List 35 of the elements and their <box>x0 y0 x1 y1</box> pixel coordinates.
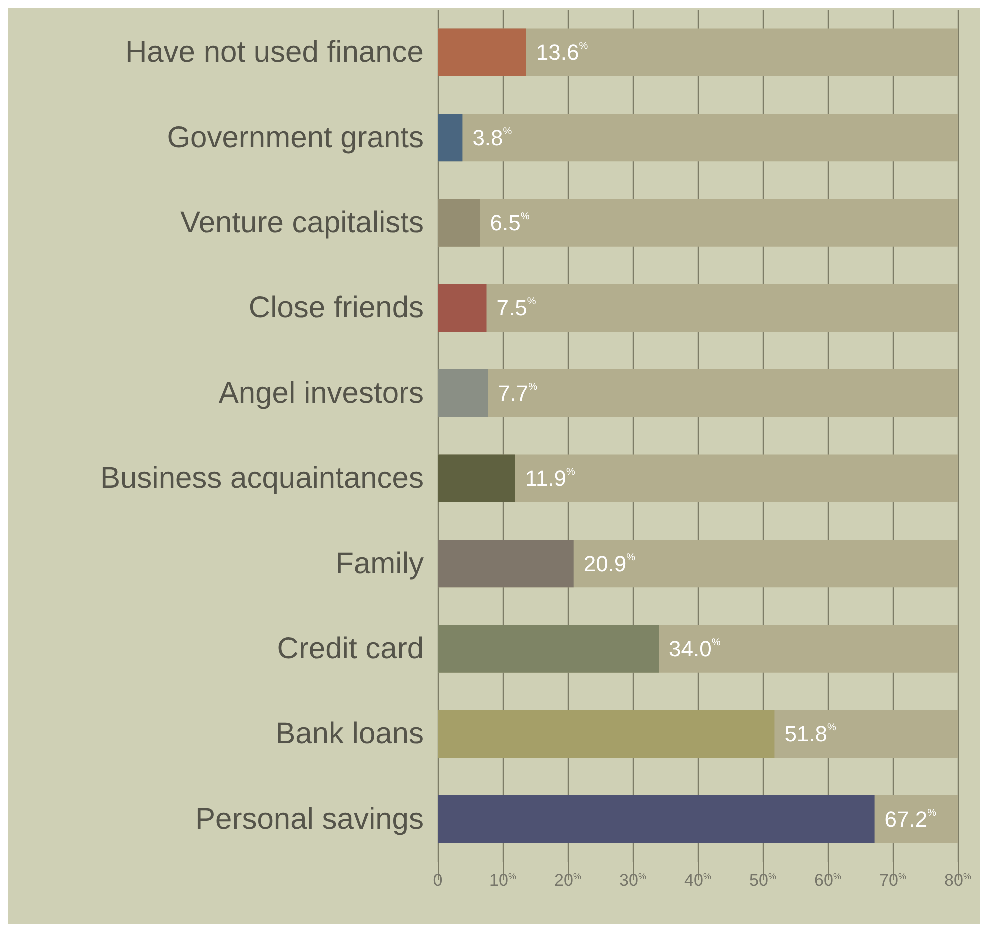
data-label: 51.8% <box>784 722 837 747</box>
y-tick-label: Venture capitalists <box>180 206 424 240</box>
bar <box>438 284 487 332</box>
bar <box>438 370 488 418</box>
y-tick-label: Personal savings <box>196 802 424 836</box>
x-tick-label: 10% <box>490 871 516 890</box>
y-tick-label: Business acquaintances <box>100 462 424 496</box>
x-tick-label: 30% <box>620 871 646 890</box>
x-tick-label: 80% <box>944 871 972 890</box>
data-label: 20.9% <box>584 551 636 576</box>
data-label: 13.6% <box>536 40 588 66</box>
y-tick-label: Close friends <box>248 292 424 325</box>
y-tick-label: Family <box>336 547 424 580</box>
y-tick-label: Government grants <box>167 121 424 154</box>
data-label: 11.9% <box>525 466 576 492</box>
x-tick-label: 60% <box>814 871 842 890</box>
y-tick-label: Bank loans <box>276 718 424 751</box>
x-tick-label: 0 <box>433 871 443 890</box>
bar <box>438 454 516 502</box>
x-tick-label: 50% <box>750 871 776 890</box>
y-tick-label: Angel investors <box>218 376 424 410</box>
bar <box>438 28 526 76</box>
x-tick-label: 70% <box>880 871 906 890</box>
x-tick-label: 20% <box>554 871 582 890</box>
data-label: 6.5% <box>490 210 530 236</box>
data-label: 7.7% <box>498 380 538 406</box>
data-label: 7.5% <box>496 296 536 321</box>
bar <box>438 114 463 162</box>
bar <box>438 199 480 247</box>
x-tick-label: 40% <box>684 871 712 890</box>
data-label: 67.2% <box>884 806 937 832</box>
y-tick-label: Have not used finance <box>125 36 424 70</box>
y-tick-label: Credit card <box>277 632 424 666</box>
data-label: 3.8% <box>472 125 512 150</box>
data-label: 34.0% <box>669 636 721 662</box>
